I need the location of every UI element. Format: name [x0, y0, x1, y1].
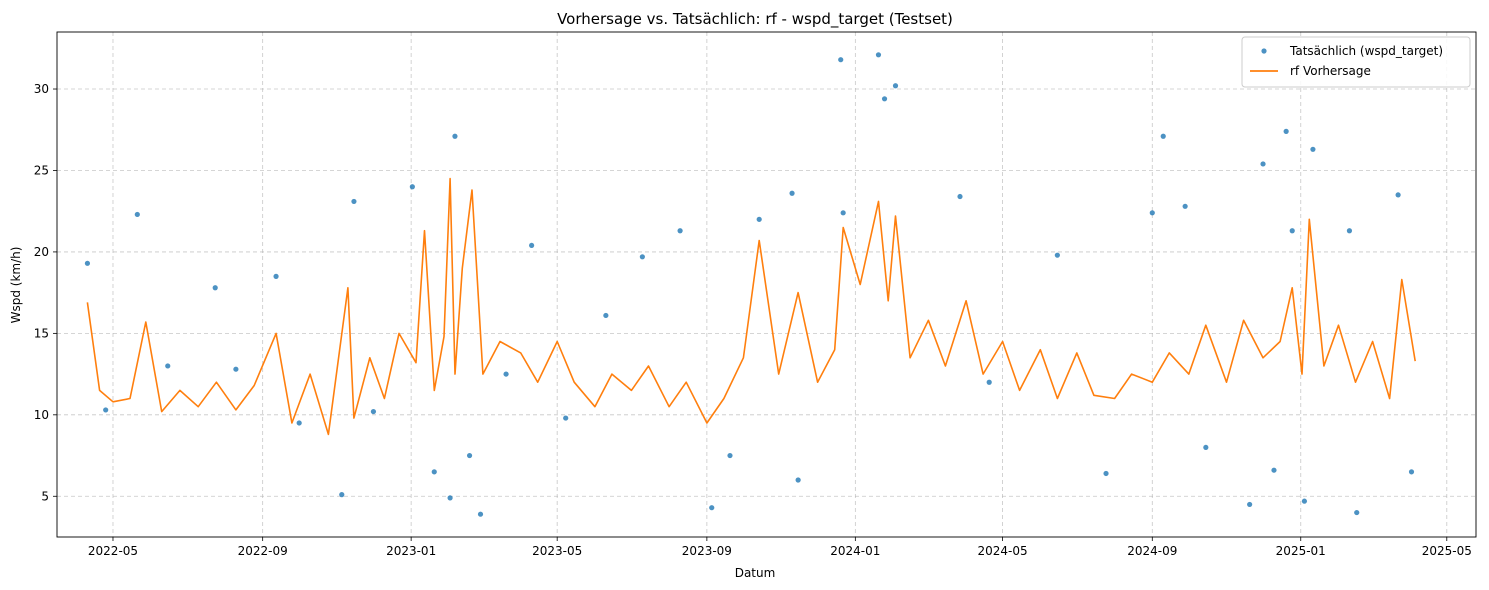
scatter-point: [840, 210, 846, 216]
x-tick-label: 2023-01: [386, 544, 436, 558]
scatter-point: [1408, 469, 1415, 475]
scatter-point: [452, 133, 458, 139]
scatter-point: [477, 511, 484, 517]
y-tick-label: 25: [34, 163, 49, 177]
y-tick-label: 30: [34, 82, 49, 96]
scatter-point: [1149, 210, 1155, 216]
scatter-point: [892, 83, 899, 89]
y-tick-label: 15: [34, 326, 49, 340]
x-tick-label: 2023-09: [682, 544, 732, 558]
scatter-point: [1283, 128, 1289, 134]
scatter-series: [84, 52, 1415, 517]
scatter-point: [563, 415, 569, 421]
scatter-point: [212, 285, 218, 291]
scatter-point: [351, 198, 357, 205]
scatter-point: [1182, 203, 1188, 209]
scatter-point: [233, 366, 239, 372]
scatter-point: [1271, 467, 1277, 473]
x-tick-label: 2025-05: [1422, 544, 1472, 558]
scatter-point: [1346, 228, 1353, 234]
x-tick-label: 2022-05: [88, 544, 138, 558]
scatter-point: [84, 260, 91, 266]
scatter-point: [409, 184, 415, 190]
scatter-point: [1247, 501, 1253, 508]
legend-marker-actual: [1261, 48, 1267, 54]
scatter-point: [466, 452, 473, 459]
scatter-point: [339, 492, 345, 498]
y-axis-label: Wspd (km/h): [9, 247, 23, 324]
scatter-point: [1354, 509, 1360, 516]
x-axis-label: Datum: [735, 566, 776, 580]
scatter-point: [1301, 498, 1308, 504]
series-layer: [84, 52, 1416, 517]
scatter-point: [431, 469, 437, 475]
scatter-point: [1310, 146, 1316, 152]
axis-ticks: 5 10 15 20 25 30 2022-05 2022-09 2023-01 2023-05 2…: [34, 82, 1472, 558]
scatter-point: [1103, 470, 1109, 477]
x-tick-label: 2024-01: [830, 544, 880, 558]
scatter-point: [1203, 444, 1209, 451]
scatter-point: [1289, 228, 1295, 234]
grid: [57, 32, 1476, 537]
scatter-point: [134, 211, 140, 218]
scatter-point: [103, 407, 109, 413]
scatter-point: [875, 52, 882, 58]
plot-frame: [56, 31, 1477, 538]
y-tick-label: 10: [34, 408, 49, 422]
scatter-point: [838, 57, 844, 63]
scatter-point: [789, 190, 795, 196]
x-tick-label: 2024-05: [978, 544, 1028, 558]
scatter-point: [296, 420, 302, 426]
scatter-point: [639, 254, 645, 260]
x-tick-label: 2025-01: [1276, 544, 1326, 558]
y-tick-label: 5: [41, 489, 49, 503]
scatter-point: [529, 242, 535, 249]
scatter-point: [795, 477, 801, 483]
scatter-point: [370, 408, 377, 415]
prediction-line: [86, 177, 1416, 436]
scatter-point: [447, 495, 453, 501]
scatter-point: [503, 371, 509, 377]
scatter-point: [881, 96, 888, 102]
scatter-point: [756, 216, 762, 222]
scatter-point: [1395, 192, 1401, 198]
x-tick-label: 2024-09: [1127, 544, 1177, 558]
legend-label-actual: Tatsächlich (wspd_target): [1289, 44, 1443, 58]
scatter-point: [1260, 161, 1266, 167]
scatter-point: [727, 452, 733, 459]
x-tick-label: 2023-05: [532, 544, 582, 558]
legend-box: [1241, 36, 1471, 88]
x-tick-label: 2022-09: [238, 544, 288, 558]
scatter-point: [165, 363, 171, 369]
y-tick-label: 20: [34, 245, 49, 259]
scatter-point: [273, 273, 279, 279]
scatter-point: [986, 379, 992, 385]
chart-title: Vorhersage vs. Tatsächlich: rf - wspd_ta…: [557, 10, 953, 29]
scatter-point: [957, 193, 963, 200]
scatter-point: [1054, 252, 1060, 258]
legend: Tatsächlich (wspd_target)rf Vorhersage: [1241, 36, 1471, 88]
scatter-point: [603, 312, 609, 319]
legend-label-prediction: rf Vorhersage: [1290, 64, 1371, 78]
scatter-point: [1160, 133, 1166, 139]
scatter-point: [709, 505, 715, 511]
scatter-point: [677, 228, 683, 234]
